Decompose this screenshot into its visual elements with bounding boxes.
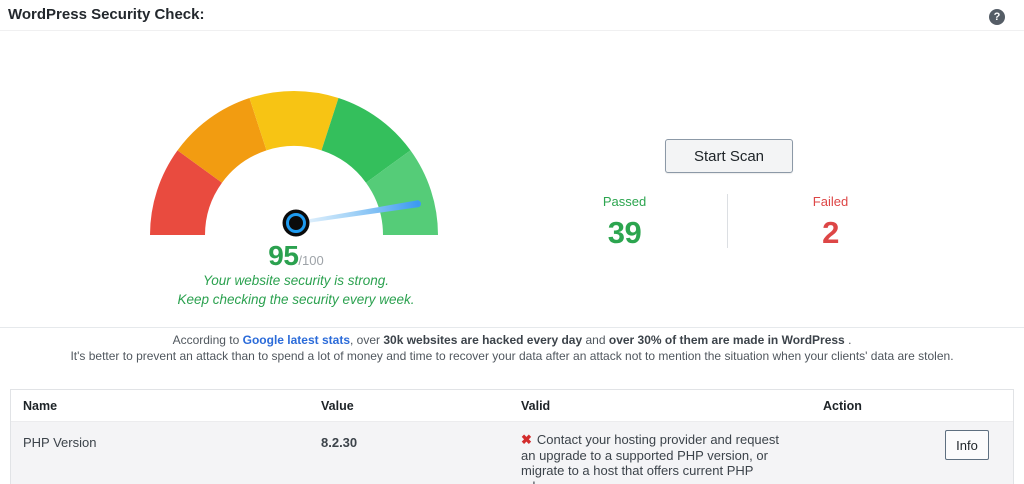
stats-bold-hacked: 30k websites are hacked every day <box>383 333 583 347</box>
valid-message-text: Contact your hosting provider and reques… <box>521 432 779 484</box>
score-max: /100 <box>298 253 324 268</box>
failed-stat: Failed 2 <box>728 192 933 251</box>
passed-label: Passed <box>602 194 647 209</box>
gauge-segment-light-green <box>366 150 438 235</box>
check-valid-message: ✖ Contact your hosting provider and reque… <box>509 422 811 484</box>
gauge-hub-ring <box>286 213 306 233</box>
column-header-valid: Valid <box>521 398 551 413</box>
table-row: PHP Version 8.2.30 ✖ Contact your hosting… <box>11 422 1013 484</box>
info-button[interactable]: Info <box>945 430 989 460</box>
score-value: 95 <box>268 240 299 271</box>
start-scan-button[interactable]: Start Scan <box>665 139 793 173</box>
security-message: Your website security is strong. Keep ch… <box>96 271 496 309</box>
stats-divider <box>727 194 728 248</box>
gauge-segment-green <box>321 98 411 183</box>
gauge-segment-orange <box>177 98 267 183</box>
section-divider <box>0 327 1024 328</box>
hack-stats-line1: According to Google latest stats, over 3… <box>0 333 1024 349</box>
fail-x-icon: ✖ <box>521 432 532 447</box>
passed-count: 39 <box>607 215 642 250</box>
check-action: Info <box>811 422 1013 484</box>
title-bar: WordPress Security Check: ? <box>0 0 1024 31</box>
failed-label: Failed <box>812 194 849 209</box>
gauge-segment-yellow <box>249 90 339 151</box>
check-value: 8.2.30 <box>321 435 358 450</box>
stats-bold-wordpress: over 30% of them are made in WordPress <box>608 333 845 347</box>
google-stats-link[interactable]: Google latest stats <box>242 333 350 347</box>
scan-results: Passed 39 Failed 2 <box>522 192 934 251</box>
page-title: WordPress Security Check: <box>8 6 205 23</box>
failed-count: 2 <box>822 215 839 250</box>
column-header-action: Action <box>823 398 862 413</box>
security-score-gauge <box>150 90 438 237</box>
table-header-row: Name Value Valid Action <box>11 390 1013 422</box>
gauge-segment-red <box>150 150 222 235</box>
stats-text: , over <box>350 333 384 347</box>
hack-stats-line2: It's better to prevent an attack than to… <box>70 348 954 363</box>
passed-stat: Passed 39 <box>522 192 727 251</box>
hack-stats-paragraph: According to Google latest stats, over 3… <box>0 333 1024 364</box>
column-header-name: Name <box>23 398 58 413</box>
help-icon[interactable]: ? <box>989 9 1005 25</box>
check-name: PHP Version <box>23 435 97 450</box>
security-checks-table: Name Value Valid Action PHP Version 8.2.… <box>10 389 1014 484</box>
security-score: 95/100 <box>146 240 446 272</box>
stats-text: and <box>582 333 609 347</box>
column-header-value: Value <box>321 398 354 413</box>
gauge-needle <box>295 200 422 225</box>
stats-text: According to <box>172 333 243 347</box>
security-message-line2: Keep checking the security every week. <box>177 292 415 307</box>
stats-text: . <box>844 333 852 347</box>
security-message-line1: Your website security is strong. <box>202 273 390 288</box>
